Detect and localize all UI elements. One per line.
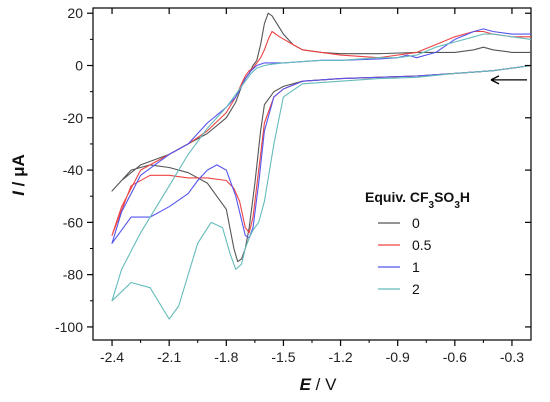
x-axis-title: E / V: [300, 375, 338, 394]
y-tick-label: 20: [67, 5, 83, 21]
series-line-2: [111, 33, 532, 320]
x-tick-label: -2.4: [100, 349, 124, 365]
y-tick-label: -100: [55, 319, 83, 335]
plot-frame: [92, 7, 532, 341]
series-line-1: [111, 28, 532, 244]
y-tick-label: -80: [63, 267, 83, 283]
legend-label-2: 2: [412, 281, 420, 297]
legend-label-0: 0: [412, 215, 420, 231]
x-tick-label: -0.6: [443, 349, 467, 365]
series-layer: [111, 12, 532, 320]
x-tick-label: -0.3: [500, 349, 524, 365]
y-axis-title-unit: / μA: [9, 154, 28, 191]
y-tick-label: -60: [63, 214, 83, 230]
y-axis-title-symbol: I: [9, 190, 28, 196]
legend-label-1: 1: [412, 259, 420, 275]
y-tick-label: -20: [63, 110, 83, 126]
x-tick-label: -1.8: [214, 349, 238, 365]
x-tick-label: -2.1: [157, 349, 181, 365]
y-axis-title: I / μA: [9, 154, 28, 196]
axes-layer: -2.4 -2.1 -1.8 -1.5 -1.2 -0.9 -0.6 -0.3200-20-4…: [55, 5, 531, 365]
legend-title: Equiv. CF3SO3H: [365, 189, 470, 211]
legend: Equiv. CF3SO3H 0 0.5 1 2: [365, 189, 470, 297]
plot-area: [92, 7, 532, 341]
x-tick-label: -1.5: [271, 349, 295, 365]
x-axis-title-unit: / V: [311, 375, 337, 394]
scan-direction-arrowhead: [490, 75, 500, 85]
x-tick-label: -1.2: [329, 349, 353, 365]
x-tick-label: -0.9: [386, 349, 410, 365]
y-tick-label: -40: [63, 162, 83, 178]
x-axis-title-symbol: E: [300, 375, 312, 394]
legend-label-0.5: 0.5: [412, 237, 432, 253]
y-tick-label: 0: [75, 58, 83, 74]
